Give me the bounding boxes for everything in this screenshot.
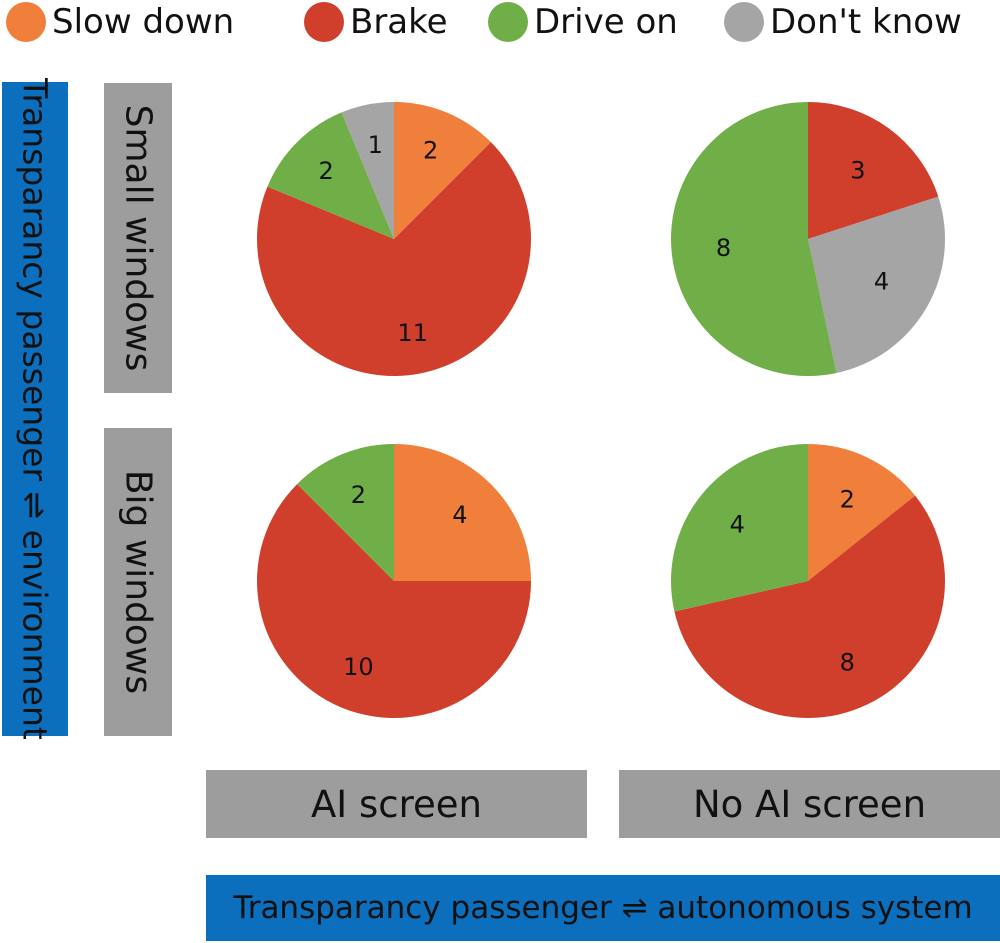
pie-big-windows-no-ai-screen: 2 8 4 [671, 444, 945, 718]
slice-value-label-brake: 10 [343, 653, 374, 681]
legend-item-drive-on: Drive on [488, 2, 678, 42]
y-outer-label-box: Transparancy passenger ⇌ environment [2, 78, 68, 740]
slice-value-label-don-t-know: 1 [368, 131, 383, 159]
legend-item-brake: Brake [304, 2, 448, 42]
pie-slice-don-t-know [808, 196, 945, 374]
slice-value-label-brake: 8 [840, 648, 855, 676]
legend: Slow down Brake Drive on Don't know [0, 0, 1000, 46]
legend-label-drive-on: Drive on [534, 2, 678, 42]
slice-value-label-slow-down: 4 [452, 501, 467, 529]
legend-label-dont-know: Don't know [770, 2, 962, 42]
pie-big-windows-ai-screen: 4 10 2 [257, 444, 531, 718]
slice-value-label-slow-down: 2 [423, 136, 438, 164]
pie-slice-drive-on [267, 112, 394, 239]
pie-slice-drive-on [671, 444, 809, 612]
row-label-box-big-windows: Big windows [104, 428, 172, 736]
legend-label-brake: Brake [350, 2, 448, 42]
pie-slice-brake [257, 142, 531, 376]
column-label-box-no-ai-screen: No AI screen [619, 770, 1000, 838]
pie-slice-don-t-know [341, 102, 394, 239]
slice-value-label-drive-on: 2 [351, 481, 366, 509]
pie-slice-slow-down [394, 102, 491, 239]
column-label-no-ai-screen: No AI screen [692, 782, 927, 826]
legend-item-slow-down: Slow down [6, 2, 234, 42]
pie-slice-drive-on [297, 444, 394, 581]
legend-swatch-drive-on [488, 2, 528, 42]
row-label-box-small-windows: Small windows [104, 83, 172, 393]
slice-value-label-don-t-know: 4 [874, 267, 889, 295]
legend-swatch-dont-know [724, 2, 764, 42]
legend-item-dont-know: Don't know [724, 2, 962, 42]
pie-slice-slow-down [394, 444, 531, 581]
column-label-ai-screen: AI screen [311, 782, 482, 826]
slice-value-label-drive-on: 8 [716, 234, 731, 262]
legend-swatch-brake [304, 2, 344, 42]
slice-value-label-slow-down: 2 [840, 486, 855, 514]
slice-value-label-brake: 11 [397, 319, 428, 347]
x-outer-label-box: Transparancy passenger ⇌ autonomous syst… [206, 875, 1000, 941]
pie-slice-brake [808, 102, 939, 239]
slice-value-label-drive-on: 2 [319, 157, 334, 185]
x-outer-label: Transparancy passenger ⇌ autonomous syst… [233, 890, 973, 926]
slice-value-label-drive-on: 4 [730, 511, 745, 539]
slice-value-label-brake: 3 [850, 156, 865, 184]
pie-slice-brake [674, 495, 945, 718]
legend-swatch-slow-down [6, 2, 46, 42]
pie-slice-brake [257, 484, 531, 718]
pie-small-windows-no-ai-screen: 3 4 8 [671, 102, 945, 376]
pie-slice-slow-down [808, 444, 916, 581]
column-label-box-ai-screen: AI screen [206, 770, 587, 838]
pie-slice-drive-on [671, 102, 837, 376]
legend-label-slow-down: Slow down [52, 2, 235, 42]
pie-small-windows-ai-screen: 2 11 2 1 [257, 102, 531, 376]
